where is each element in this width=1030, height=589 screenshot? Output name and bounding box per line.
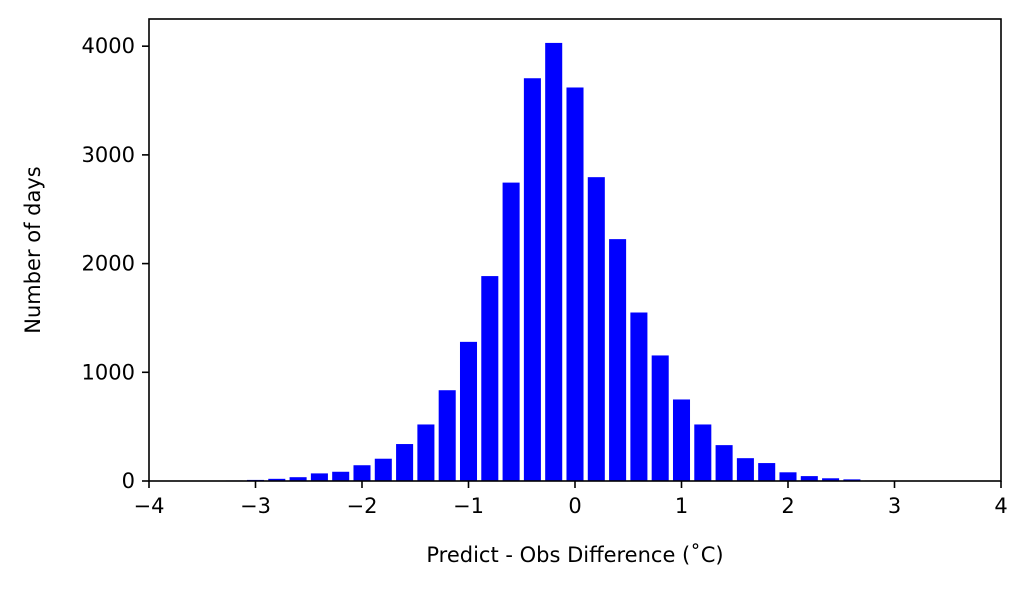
x-tick-label: −3 bbox=[240, 494, 271, 518]
y-tick-label: 2000 bbox=[82, 252, 135, 276]
bar bbox=[566, 87, 584, 481]
bar bbox=[374, 458, 392, 481]
y-axis-ticks: 0 1000 2000 3000 4000 bbox=[82, 34, 149, 493]
bar bbox=[289, 477, 307, 481]
bar bbox=[353, 465, 371, 481]
bar bbox=[502, 182, 520, 481]
x-tick-label: 3 bbox=[888, 494, 901, 518]
x-tick-label: −2 bbox=[347, 494, 378, 518]
bar bbox=[417, 424, 435, 481]
bar bbox=[268, 478, 286, 481]
y-tick-label: 1000 bbox=[82, 360, 135, 384]
bar bbox=[332, 471, 350, 481]
y-axis-label: Number of days bbox=[21, 166, 45, 334]
bar bbox=[630, 312, 648, 481]
x-axis-ticks: −4 −3 −2 −1 0 1 2 3 4 bbox=[134, 481, 1008, 518]
bar bbox=[800, 476, 818, 481]
bar bbox=[438, 390, 456, 481]
bar bbox=[396, 444, 414, 481]
bar bbox=[310, 473, 328, 481]
bar bbox=[694, 424, 712, 481]
x-tick-label: 0 bbox=[568, 494, 581, 518]
bar bbox=[736, 458, 754, 481]
bar bbox=[715, 445, 733, 481]
x-tick-label: 2 bbox=[781, 494, 794, 518]
bar bbox=[758, 463, 776, 481]
x-tick-label: 1 bbox=[675, 494, 688, 518]
bars-group bbox=[225, 42, 946, 482]
bar bbox=[459, 341, 478, 481]
bar bbox=[523, 78, 541, 482]
bar bbox=[609, 239, 627, 481]
bar bbox=[481, 276, 499, 481]
x-tick-label: 4 bbox=[994, 494, 1007, 518]
bar bbox=[843, 479, 861, 481]
bar bbox=[545, 42, 563, 482]
bar bbox=[651, 355, 669, 481]
y-tick-label: 4000 bbox=[82, 34, 135, 58]
bar bbox=[822, 478, 840, 481]
x-axis-label: Predict - Obs Difference (˚C) bbox=[426, 543, 723, 567]
x-tick-label: −1 bbox=[453, 494, 484, 518]
y-tick-label: 3000 bbox=[82, 143, 135, 167]
bar bbox=[779, 472, 797, 481]
y-tick-label: 0 bbox=[122, 469, 135, 493]
x-tick-label: −4 bbox=[134, 494, 165, 518]
bar bbox=[672, 399, 691, 481]
bar bbox=[587, 177, 605, 481]
